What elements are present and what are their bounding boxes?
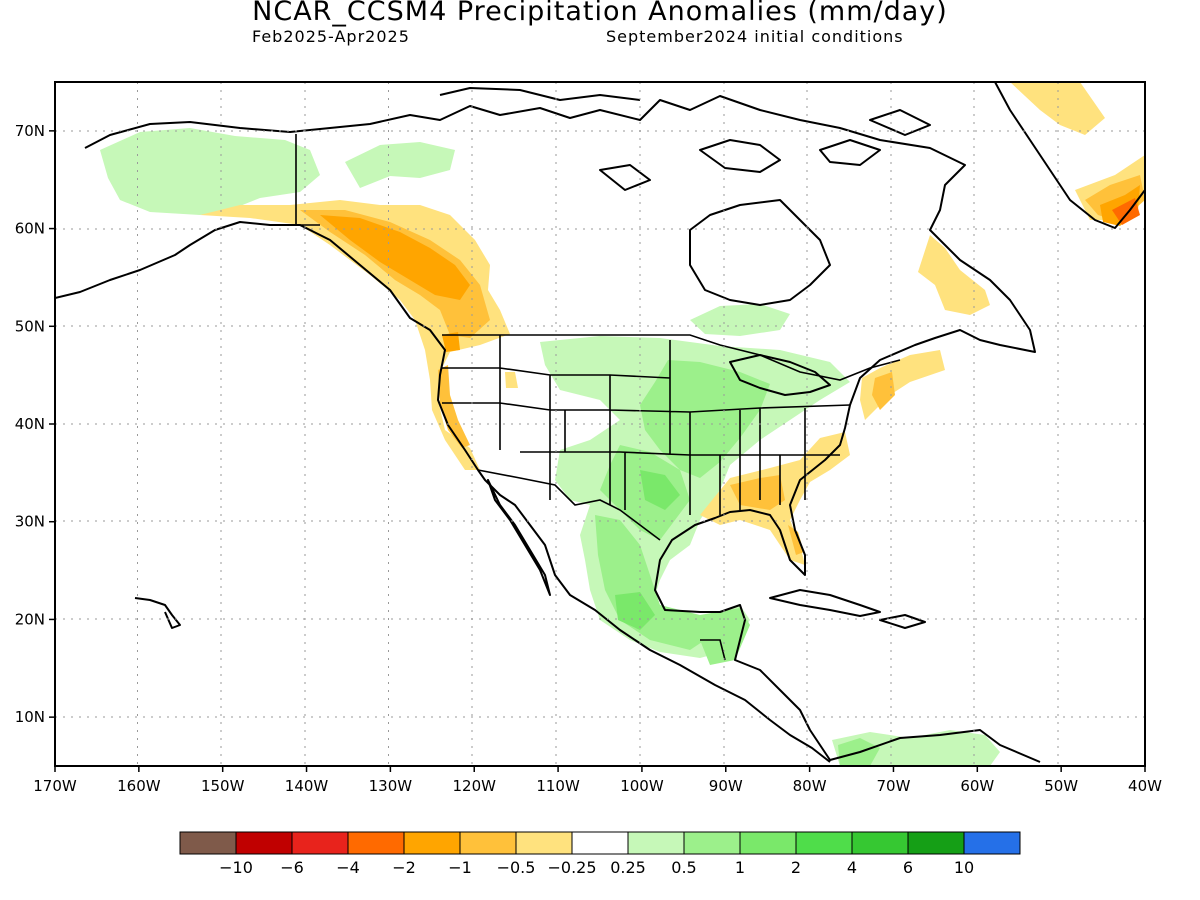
colorbar-swatch (683, 831, 741, 855)
coastline-great-lakes (729, 354, 831, 396)
dry-region-southeast-core (730, 475, 785, 510)
border-alaska-canada (295, 134, 320, 226)
coastline-arctic-islands (439, 87, 931, 191)
colorbar-swatch (235, 831, 293, 855)
dry-region-northeast (860, 350, 945, 420)
wet-region-western-alaska (100, 128, 320, 215)
colorbar-label: −0.25 (547, 858, 596, 877)
coastline-cuba (769, 589, 881, 617)
lon-tick-label: 100W (620, 777, 664, 795)
colorbar-swatch (291, 831, 349, 855)
lon-tick-label: 60W (960, 777, 994, 795)
dry-region-labrador (918, 235, 990, 315)
dry-region-idaho (505, 372, 518, 388)
coastline-pacific (55, 221, 831, 763)
lat-tick-label: 70N (15, 122, 45, 140)
lon-tick-label: 40W (1128, 777, 1162, 795)
lat-tick-label: 50N (15, 317, 45, 335)
wet-region-mexico-core (615, 592, 655, 630)
dry-region-bc-mid (300, 210, 490, 338)
colorbar-label: 1 (735, 858, 745, 877)
lat-tick-label: 40N (15, 415, 45, 433)
anomaly-shading (100, 82, 1145, 766)
colorbar-label: 0.25 (610, 858, 646, 877)
lon-tick-label: 50W (1044, 777, 1078, 795)
border-mexico-guatemala (700, 639, 726, 661)
forecast-period: Feb2025-Apr2025 (252, 27, 410, 46)
colorbar-swatch (179, 831, 237, 855)
lon-tick-label: 160W (117, 777, 161, 795)
coastline-hawaii (134, 597, 181, 629)
latitude-ticks: 10N 20N 30N 40N 50N 60N 70N (15, 122, 55, 726)
coastline-north-america (84, 95, 1041, 763)
dry-region-oregon (442, 332, 460, 352)
dry-region-florida (788, 525, 804, 555)
dry-region-panhandle (320, 215, 470, 300)
border-us-canada (442, 334, 901, 381)
lat-tick-label: 30N (15, 513, 45, 531)
lon-tick-label: 120W (452, 777, 496, 795)
lon-tick-label: 80W (793, 777, 827, 795)
wet-region-texas-core (640, 470, 680, 510)
border-us-states (442, 335, 851, 515)
dry-region-california (438, 365, 470, 448)
wet-region-mississippi (640, 360, 770, 478)
coastlines (55, 82, 1145, 763)
longitude-ticks: 170W 160W 150W 140W 130W 120W 110W 100W 90W 80W 70… (33, 766, 1162, 795)
lon-tick-label: 130W (369, 777, 413, 795)
lon-tick-label: 150W (201, 777, 245, 795)
colorbar-swatch (403, 831, 461, 855)
colorbar-swatch (851, 831, 909, 855)
colorbar-label: −10 (219, 858, 253, 877)
dry-region-newengland (872, 372, 895, 410)
lon-tick-label: 110W (536, 777, 580, 795)
graticule (55, 82, 1145, 766)
initial-conditions: September2024 initial conditions (606, 27, 904, 46)
lon-tick-label: 90W (709, 777, 743, 795)
colorbar-label: −1 (448, 858, 472, 877)
lat-tick-label: 20N (15, 610, 45, 628)
colorbar-label: 4 (847, 858, 857, 877)
colorbar-swatch (627, 831, 685, 855)
colorbar-label: −4 (336, 858, 360, 877)
colorbar-swatch (907, 831, 965, 855)
colorbar-swatch (347, 831, 405, 855)
colorbar-label: −2 (392, 858, 416, 877)
coastline-hudson-bay (689, 199, 831, 306)
colorbar-label: 0.5 (671, 858, 696, 877)
colorbar-label: −0.5 (497, 858, 536, 877)
lon-tick-label: 170W (33, 777, 77, 795)
colorbar-swatch (459, 831, 517, 855)
colorbar-swatch (739, 831, 797, 855)
colorbar-label: 10 (954, 858, 974, 877)
lon-tick-label: 70W (877, 777, 911, 795)
lat-tick-label: 60N (15, 220, 45, 238)
lat-tick-label: 10N (15, 708, 45, 726)
wet-region-central-america (700, 608, 750, 665)
page-title: NCAR_CCSM4 Precipitation Anomalies (mm/d… (252, 0, 948, 27)
wet-region-yukon (345, 142, 455, 188)
wet-region-hudson-south (690, 304, 790, 336)
coastline-baja (487, 479, 551, 596)
colorbar-label: 2 (791, 858, 801, 877)
lon-tick-label: 140W (285, 777, 329, 795)
colorbar-label: −6 (280, 858, 304, 877)
border-us-mexico (477, 469, 661, 541)
colorbar-label: 6 (903, 858, 913, 877)
map-content (55, 82, 1145, 766)
colorbar: −10 −6 −4 −2 −1 −0.5 −0.25 0.25 0.5 1 2 4 6 10 (179, 831, 1021, 877)
coastline-hispaniola (879, 614, 926, 629)
colorbar-swatch (571, 831, 629, 855)
colorbar-swatch (515, 831, 573, 855)
political-borders (295, 134, 901, 661)
coastline-greenland (994, 82, 1145, 229)
colorbar-swatch (795, 831, 853, 855)
colorbar-swatch (963, 831, 1021, 855)
